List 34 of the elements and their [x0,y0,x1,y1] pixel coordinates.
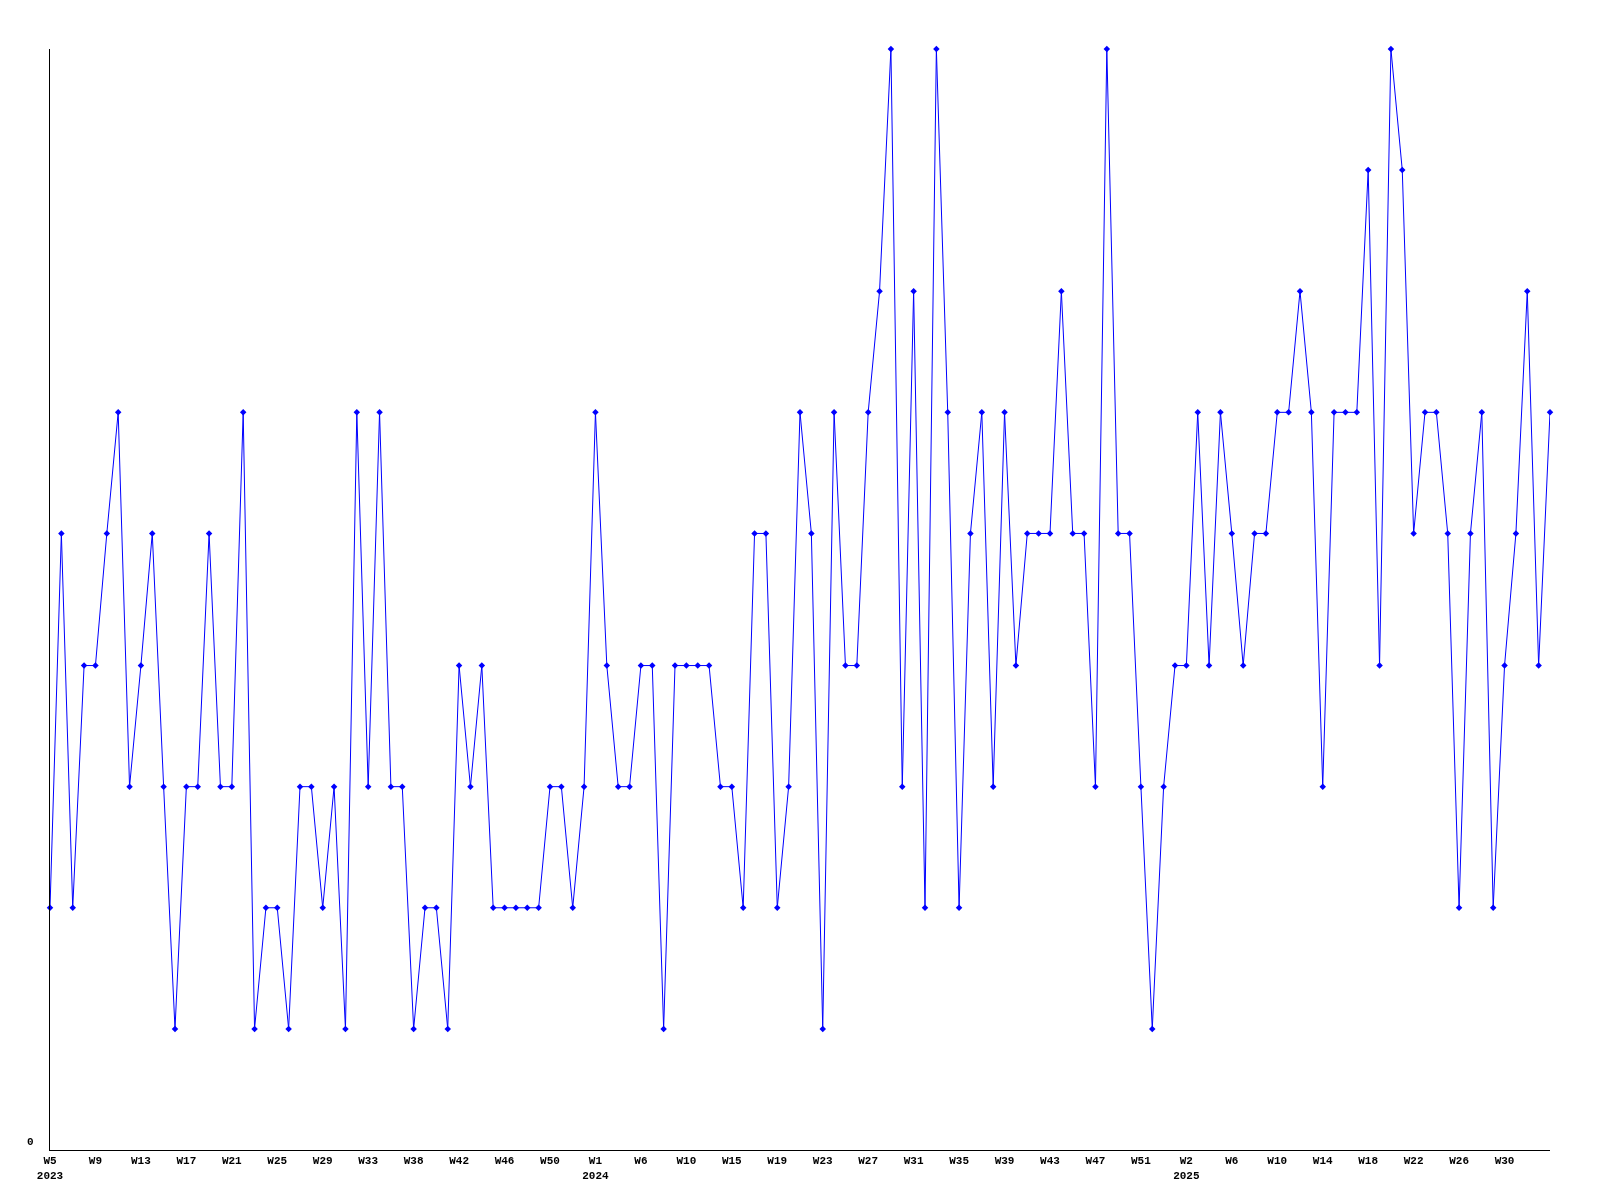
x-tick-label: W21 [221,1155,243,1168]
x-tick-label: W47 [1085,1155,1106,1168]
x-tick-label: W25 [267,1155,288,1168]
x-tick-label: W39 [994,1155,1015,1168]
x-tick-label: W5 2023 [36,1155,64,1182]
x-tick-label: W22 [1403,1155,1424,1168]
x-tick-label: W50 [540,1155,560,1168]
x-tick-label: W26 [1449,1155,1469,1168]
x-tick-label: W17 [176,1155,197,1168]
x-tick-label: W14 [1312,1155,1334,1168]
x-tick-label: W23 [812,1155,834,1168]
x-tick-label: W18 [1358,1155,1379,1168]
x-tick-label: W29 [312,1155,333,1168]
x-tick-label: W33 [358,1155,379,1168]
x-tick-label: W10 [676,1155,697,1168]
text: 0 [27,1136,34,1148]
x-tick-label: W30 [1494,1155,1515,1168]
x-tick-label: W6 [1225,1155,1239,1168]
x-tick-label: W2 2025 [1173,1155,1200,1182]
x-tick-label: W38 [403,1155,424,1168]
x-tick-label: W6 [634,1155,648,1168]
x-tick-label: W46 [494,1155,515,1168]
x-tick-label: W15 [721,1155,743,1168]
x-tick-label: W1 2024 [582,1155,610,1182]
x-tick-label: W19 [767,1155,788,1168]
x-tick-label: W51 [1131,1155,1152,1168]
x-tick-label: W35 [949,1155,970,1168]
x-tick-label: W9 [88,1155,103,1168]
x-tick-label: W13 [131,1155,152,1168]
x-tick-label: W27 [858,1155,879,1168]
x-tick-label: W42 [449,1155,469,1168]
x-tick-label: W31 [903,1155,924,1168]
x-tick-label: W43 [1040,1155,1061,1168]
x-tick-label: W10 [1267,1155,1288,1168]
